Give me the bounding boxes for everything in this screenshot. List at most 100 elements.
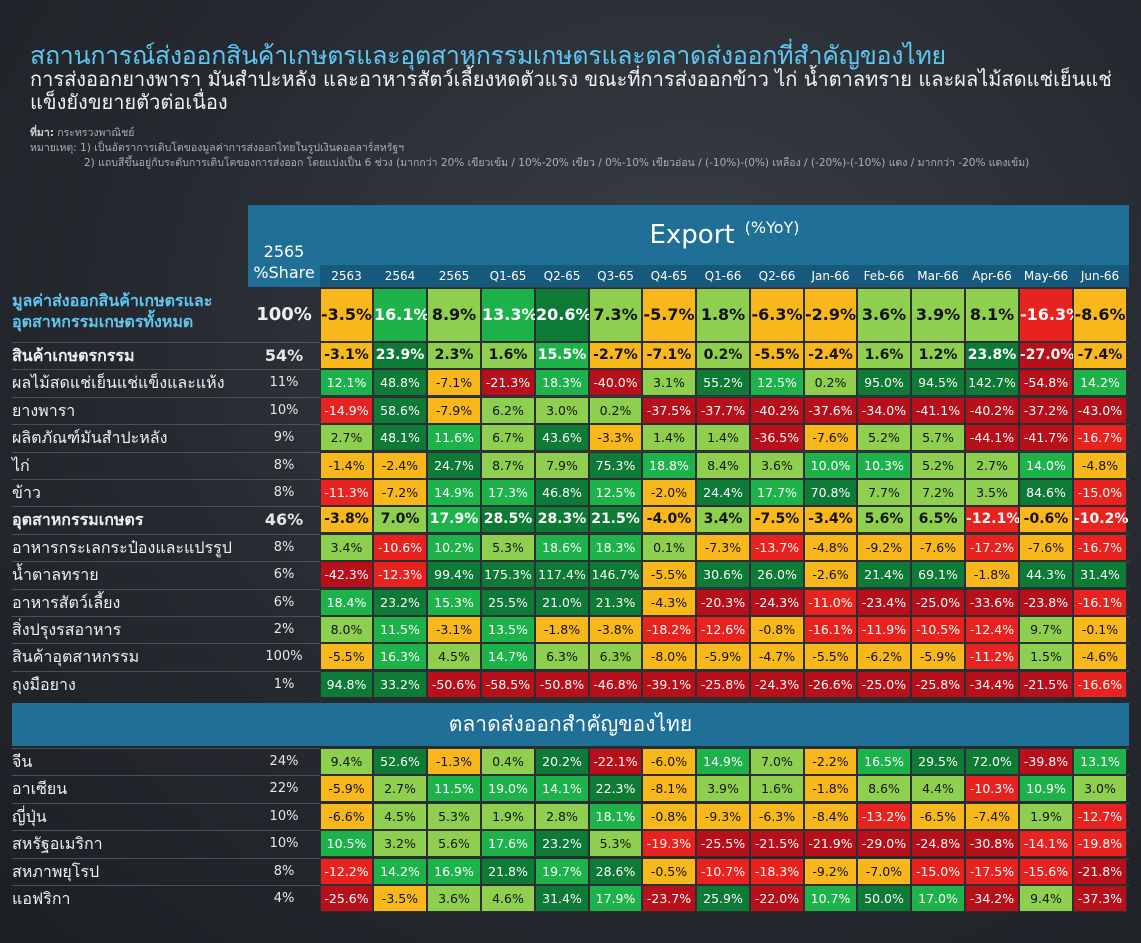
value-cell: 17.9% xyxy=(589,885,642,912)
value-cell: 3.2% xyxy=(373,830,427,857)
row-share: 11% xyxy=(269,375,299,390)
value-cell: 13.5% xyxy=(481,616,535,643)
value-cell: 1.6% xyxy=(857,342,911,369)
value-cell: -5.5% xyxy=(642,561,696,588)
value-cell: -15.0% xyxy=(911,858,965,885)
share-header: 2565 %Share xyxy=(248,205,320,287)
row-label: ถุงมือยาง xyxy=(12,675,76,694)
value-cell: 12.5% xyxy=(589,479,642,506)
value-cell: 99.4% xyxy=(427,561,481,588)
value-cell: 2.7% xyxy=(320,424,373,451)
value-cell: -14.9% xyxy=(320,397,373,424)
value-cell: -8.0% xyxy=(642,643,696,670)
value-cell: 14.1% xyxy=(535,775,589,802)
value-cell: 21.3% xyxy=(589,589,642,616)
value-cell: -7.5% xyxy=(750,506,804,533)
value-cell: -2.6% xyxy=(804,561,857,588)
row-label: สินค้าอุตสาหกรรม xyxy=(12,647,140,666)
value-cell: 48.1% xyxy=(373,424,427,451)
value-cell: 24.7% xyxy=(427,452,481,479)
value-cell: 4.4% xyxy=(911,775,965,802)
value-cell: 6.3% xyxy=(589,643,642,670)
value-cell: -21.5% xyxy=(1019,671,1073,698)
value-cell: -5.5% xyxy=(320,643,373,670)
row-share: 8% xyxy=(273,540,295,555)
value-cell: -37.6% xyxy=(804,397,857,424)
value-cell: 3.4% xyxy=(696,506,750,533)
value-cell: -24.8% xyxy=(911,830,965,857)
value-cell: 94.8% xyxy=(320,671,373,698)
value-cell: -8.1% xyxy=(642,775,696,802)
value-cell: -26.6% xyxy=(804,671,857,698)
row-share: 8% xyxy=(273,458,295,473)
value-cell: -30.8% xyxy=(965,830,1019,857)
value-cell: 4.5% xyxy=(427,643,481,670)
value-cell: -16.1% xyxy=(804,616,857,643)
value-cell: -13.2% xyxy=(857,803,911,830)
value-cell: 18.4% xyxy=(320,589,373,616)
value-cell: 23.2% xyxy=(535,830,589,857)
value-cell: -5.9% xyxy=(911,643,965,670)
value-cell: 17.3% xyxy=(481,479,535,506)
value-cell: -7.4% xyxy=(1073,342,1127,369)
value-cell: -2.9% xyxy=(804,288,857,342)
value-cell: 3.1% xyxy=(642,369,696,396)
value-cell: -3.3% xyxy=(589,424,642,451)
value-cell: -15.6% xyxy=(1019,858,1073,885)
value-cell: 3.0% xyxy=(1073,775,1127,802)
value-cell: 17.9% xyxy=(427,506,481,533)
row-share: 2% xyxy=(273,622,295,637)
value-cell: -34.0% xyxy=(857,397,911,424)
value-cell: 14.0% xyxy=(1019,452,1073,479)
row-label: สิ่งปรุงรสอาหาร xyxy=(12,620,122,639)
value-cell: -4.0% xyxy=(642,506,696,533)
value-cell: 6.5% xyxy=(911,506,965,533)
row-share: 24% xyxy=(269,754,299,769)
value-cell: -43.0% xyxy=(1073,397,1127,424)
value-cell: 15.5% xyxy=(535,342,589,369)
value-cell: -37.5% xyxy=(642,397,696,424)
value-cell: -21.3% xyxy=(481,369,535,396)
value-cell: -6.5% xyxy=(911,803,965,830)
row-label: สินค้าเกษตรกรรม xyxy=(12,346,135,365)
value-cell: 3.6% xyxy=(857,288,911,342)
period-header-row: 2563 2564 2565 Q1-65 Q2-65 Q3-65 Q4-65 Q1-66 Q2-… xyxy=(320,265,1129,287)
value-cell: 21.0% xyxy=(535,589,589,616)
value-cell: -4.3% xyxy=(642,589,696,616)
value-cell: -50.6% xyxy=(427,671,481,698)
value-cell: 43.6% xyxy=(535,424,589,451)
value-cell: -7.6% xyxy=(911,534,965,561)
period-header: Q2-66 xyxy=(758,269,796,283)
value-cell: -6.2% xyxy=(857,643,911,670)
value-cell: -5.9% xyxy=(696,643,750,670)
row-label: อาหารกระเลกระป๋องและแปรรูป xyxy=(12,538,232,557)
value-cell: -3.5% xyxy=(373,885,427,912)
period-header: Q2-65 xyxy=(543,269,581,283)
value-cell: 8.0% xyxy=(320,616,373,643)
value-cell: 117.4% xyxy=(535,561,589,588)
value-cell: -4.8% xyxy=(1073,452,1127,479)
value-cell: 3.9% xyxy=(911,288,965,342)
value-cell: -7.6% xyxy=(1019,534,1073,561)
row-label: ผลไม้สดแช่เย็นแช่แข็งและแห้ง xyxy=(12,373,225,392)
value-cell: 52.6% xyxy=(373,748,427,775)
value-cell: 3.4% xyxy=(320,534,373,561)
value-cell: -16.7% xyxy=(1073,534,1127,561)
row-share: 100% xyxy=(265,649,303,664)
period-header: Q1-66 xyxy=(704,269,742,283)
value-cell: 7.2% xyxy=(911,479,965,506)
value-cell: 6.3% xyxy=(535,643,589,670)
value-cell: -23.4% xyxy=(857,589,911,616)
value-cell: -7.0% xyxy=(857,858,911,885)
value-cell: 8.7% xyxy=(481,452,535,479)
value-cell: 0.4% xyxy=(481,748,535,775)
row-share: 46% xyxy=(264,510,304,529)
value-cell: -9.2% xyxy=(857,534,911,561)
value-cell: 7.0% xyxy=(373,506,427,533)
value-cell: -0.8% xyxy=(642,803,696,830)
value-cell: 17.6% xyxy=(481,830,535,857)
value-cell: 48.8% xyxy=(373,369,427,396)
notes: ที่มา: กระทรวงพาณิชย์ หมายเหตุ: 1) เป็นอ… xyxy=(30,126,1114,171)
value-cell: 16.3% xyxy=(373,643,427,670)
value-cell: 1.8% xyxy=(696,288,750,342)
